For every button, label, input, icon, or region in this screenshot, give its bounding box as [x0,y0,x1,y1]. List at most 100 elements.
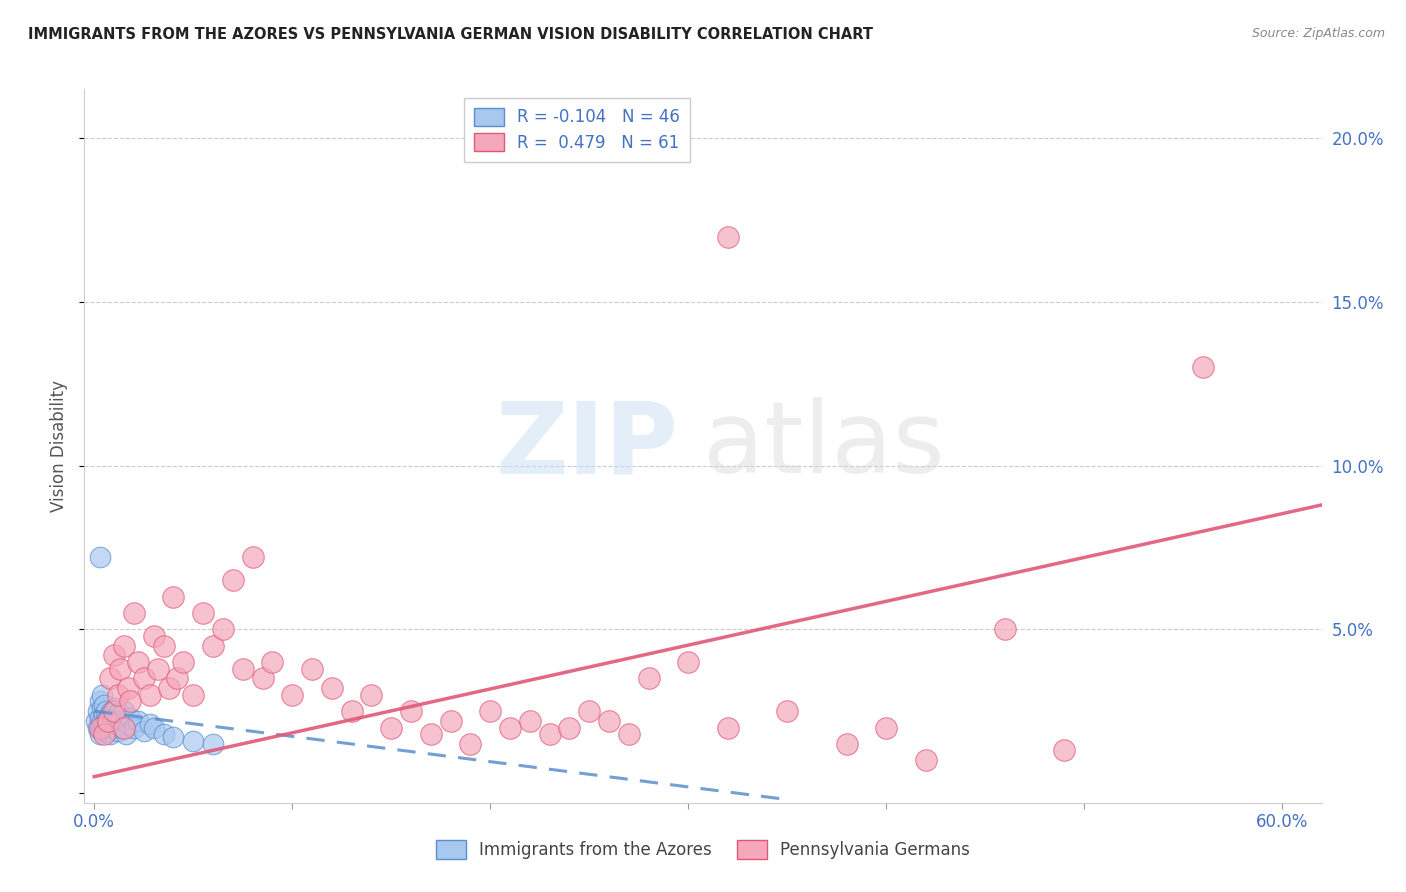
Point [776,704,799,718]
Point [93,727,115,741]
Text: Source: ZipAtlas.com: Source: ZipAtlas.com [1251,27,1385,40]
Point [242,550,264,565]
Point [89,721,111,735]
Point [717,721,740,735]
Point [97,714,120,728]
Point [112,721,135,735]
Point [252,672,274,686]
Point [103,704,125,718]
Point [93,717,115,731]
Point [101,714,124,728]
Point [202,639,225,653]
Point [89,727,111,741]
Point [118,694,141,708]
Point [98,672,121,686]
Point [111,721,134,735]
Point [212,623,235,637]
Point [132,723,155,738]
Point [479,704,502,718]
Point [717,229,740,244]
Point [105,717,128,731]
Point [107,707,129,722]
Point [232,662,254,676]
Point [162,590,184,604]
Point [91,721,114,735]
Point [98,707,121,722]
Point [122,721,145,735]
Point [108,714,131,728]
Point [138,688,160,702]
Point [112,704,135,718]
Point [89,694,111,708]
Point [172,655,194,669]
Point [117,717,139,731]
Point [262,655,284,669]
Point [321,681,343,696]
Point [578,704,600,718]
Point [117,681,139,696]
Point [460,737,482,751]
Point [166,672,188,686]
Text: ZIP: ZIP [495,398,678,494]
Point [103,648,125,663]
Point [142,721,165,735]
Point [93,707,115,722]
Point [360,688,382,702]
Point [112,639,135,653]
Point [103,721,125,735]
Point [159,681,181,696]
Point [994,623,1017,637]
Point [499,721,522,735]
Point [107,723,129,738]
Point [598,714,620,728]
Point [152,639,174,653]
Point [118,711,141,725]
Point [1053,743,1076,757]
Point [202,737,225,751]
Point [84,714,107,728]
Point [142,629,165,643]
Point [301,662,323,676]
Point [181,688,204,702]
Point [914,753,936,767]
Point [152,727,174,741]
Point [107,688,129,702]
Point [191,606,214,620]
Point [875,721,897,735]
Point [132,672,155,686]
Point [340,704,363,718]
Point [101,704,124,718]
Point [439,714,461,728]
Point [98,727,121,741]
Point [558,721,581,735]
Point [122,606,145,620]
Point [94,704,117,718]
Point [637,672,659,686]
Point [91,714,114,728]
Point [281,688,304,702]
Legend: Immigrants from the Azores, Pennsylvania Germans: Immigrants from the Azores, Pennsylvania… [429,834,977,866]
Point [97,711,120,725]
Point [617,727,640,741]
Point [115,727,138,741]
Y-axis label: Vision Disability: Vision Disability [51,380,69,512]
Point [94,721,117,735]
Point [419,727,441,741]
Point [222,573,245,587]
Point [127,714,149,728]
Point [103,711,125,725]
Point [89,711,111,725]
Point [91,688,114,702]
Point [162,731,184,745]
Point [127,655,149,669]
Point [93,698,115,712]
Point [89,550,111,565]
Point [97,723,120,738]
Point [399,704,422,718]
Point [380,721,402,735]
Point [87,721,110,735]
Text: IMMIGRANTS FROM THE AZORES VS PENNSYLVANIA GERMAN VISION DISABILITY CORRELATION : IMMIGRANTS FROM THE AZORES VS PENNSYLVAN… [28,27,873,42]
Point [835,737,858,751]
Point [91,701,114,715]
Point [108,662,131,676]
